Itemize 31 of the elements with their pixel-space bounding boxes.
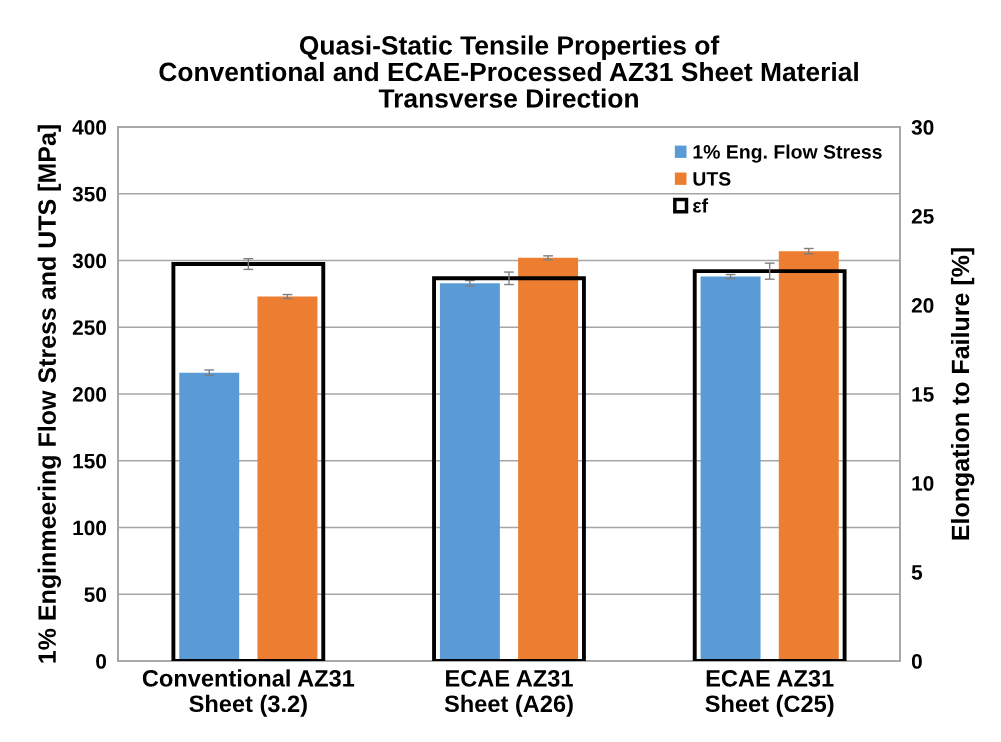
y-tick-label: 400 — [72, 120, 107, 135]
y-tick-label: 150 — [73, 453, 107, 469]
y2-tick-label: 20 — [911, 298, 934, 313]
y-tick-label: 250 — [72, 320, 107, 335]
y2-tick-label: 5 — [911, 565, 923, 580]
y2-tick-label: 10 — [912, 476, 934, 491]
legend-label: 1% Eng. Flow Stress — [693, 144, 882, 163]
bar — [518, 257, 579, 661]
legend-label: UTS — [693, 171, 731, 186]
y-tick-label: 50 — [84, 587, 107, 602]
y2-tick-label: 15 — [912, 387, 934, 402]
bar — [700, 276, 761, 661]
y-axis-title: 1% Enginmeering Flow Stress and UTS [MPa] — [37, 125, 62, 663]
bar — [778, 251, 839, 661]
chart-title: Quasi-Static Tensile Properties of Conventional and ECAE-Processed AZ31 Sheet Material Transverse Direction — [159, 35, 858, 108]
y-tick-label: 100 — [73, 520, 107, 536]
x-tick-label: ECAE AZ31 Sheet (C25) — [705, 669, 834, 717]
y2-tick-label: 30 — [911, 120, 934, 135]
bar — [439, 283, 500, 661]
y-tick-label: 300 — [72, 253, 107, 269]
bar — [179, 372, 240, 661]
y-tick-label: 200 — [72, 387, 107, 402]
y2-axis-title: Elongation to Failure [%] — [950, 248, 975, 540]
y-tick-label: 0 — [96, 654, 107, 669]
x-tick-label: Conventional AZ31 Sheet (3.2) — [142, 669, 355, 717]
legend-label: εf — [693, 198, 709, 213]
x-tick-label: ECAE AZ31 Sheet (A26) — [444, 669, 573, 717]
y2-tick-label: 25 — [911, 209, 934, 224]
y-tick-label: 350 — [72, 186, 107, 202]
bar — [257, 296, 318, 661]
y2-tick-label: 0 — [911, 654, 922, 669]
